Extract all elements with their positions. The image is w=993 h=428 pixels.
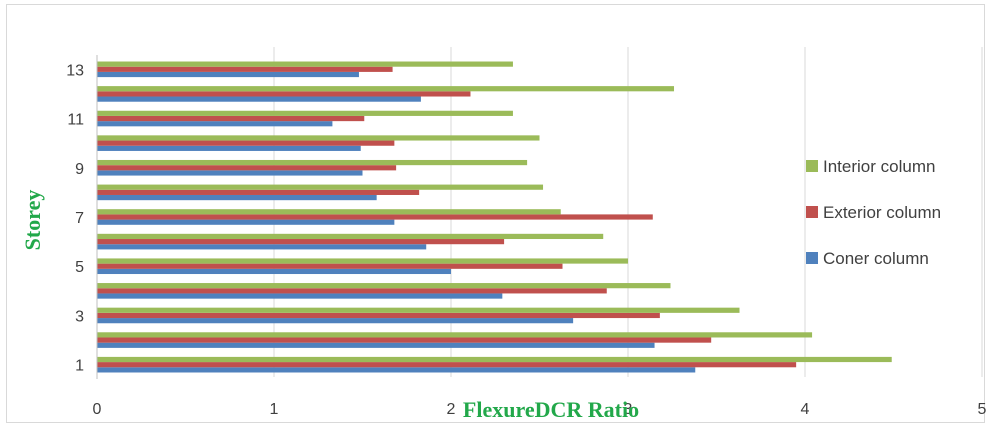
x-tick-label: 3 [624, 401, 633, 418]
y-tick-label: 13 [66, 62, 84, 79]
bar-exterior-column-storey-7 [97, 214, 653, 220]
bar-coner-column-storey-6 [97, 244, 427, 250]
bar-interior-column-storey-8 [97, 184, 544, 190]
bar-interior-column-storey-7 [97, 209, 561, 215]
bar-exterior-column-storey-10 [97, 140, 395, 146]
x-tick-label: 1 [270, 401, 279, 418]
legend-label: Coner column [823, 249, 929, 268]
bar-coner-column-storey-10 [97, 145, 361, 151]
bar-interior-column-storey-3 [97, 307, 740, 313]
bar-coner-column-storey-4 [97, 293, 503, 299]
bar-coner-column-storey-2 [97, 342, 655, 348]
bar-interior-column-storey-13 [97, 61, 513, 67]
legend-label: Interior column [823, 157, 935, 176]
bar-interior-column-storey-2 [97, 332, 813, 338]
bar-exterior-column-storey-3 [97, 312, 660, 319]
y-tick-label: 5 [75, 259, 84, 276]
bar-interior-column-storey-10 [97, 135, 540, 141]
bar-exterior-column-storey-5 [97, 263, 563, 269]
bar-coner-column-storey-11 [97, 121, 333, 127]
bar-interior-column-storey-4 [97, 283, 671, 289]
bar-coner-column-storey-1 [97, 367, 696, 373]
y-tick-label: 3 [75, 308, 84, 325]
bar-exterior-column-storey-8 [97, 189, 420, 195]
x-axis-title: FlexureDCR Ratio [463, 397, 639, 422]
bar-exterior-column-storey-11 [97, 115, 365, 122]
bar-interior-column-storey-1 [97, 356, 892, 363]
bar-exterior-column-storey-13 [97, 66, 393, 72]
x-tick-label: 2 [447, 401, 456, 418]
bar-coner-column-storey-9 [97, 170, 363, 176]
bar-exterior-column-storey-1 [97, 362, 797, 368]
x-tick-label: 4 [801, 401, 810, 418]
bar-exterior-column-storey-12 [97, 91, 471, 97]
bar-interior-column-storey-12 [97, 86, 675, 92]
bar-interior-column-storey-11 [97, 110, 513, 116]
y-tick-label: 9 [75, 161, 84, 178]
legend: Interior column Exterior column Coner colu… [806, 157, 941, 268]
x-tick-label: 0 [93, 401, 102, 418]
legend-swatch-exterior-column [806, 206, 818, 218]
legend-swatch-interior-column [806, 160, 818, 172]
bar-exterior-column-storey-4 [97, 288, 607, 294]
y-axis-title: Storey [20, 190, 45, 251]
legend-swatch-coner-column [806, 252, 818, 264]
bar-exterior-column-storey-6 [97, 239, 505, 245]
y-tick-label: 1 [75, 358, 84, 375]
bar-exterior-column-storey-2 [97, 337, 712, 343]
bar-coner-column-storey-8 [97, 194, 377, 201]
bar-exterior-column-storey-9 [97, 165, 397, 171]
y-tick-label: 11 [67, 112, 84, 129]
bar-interior-column-storey-5 [97, 258, 628, 264]
y-tick-label: 7 [75, 210, 84, 227]
x-tick-label: 5 [978, 401, 987, 418]
bar-coner-column-storey-5 [97, 268, 451, 275]
bar-coner-column-storey-7 [97, 219, 395, 225]
legend-label: Exterior column [823, 203, 941, 222]
bar-interior-column-storey-9 [97, 159, 528, 166]
bar-coner-column-storey-3 [97, 318, 574, 324]
bar-interior-column-storey-6 [97, 233, 604, 240]
bar-coner-column-storey-12 [97, 96, 421, 102]
bar-coner-column-storey-13 [97, 71, 359, 78]
bars [97, 61, 892, 373]
